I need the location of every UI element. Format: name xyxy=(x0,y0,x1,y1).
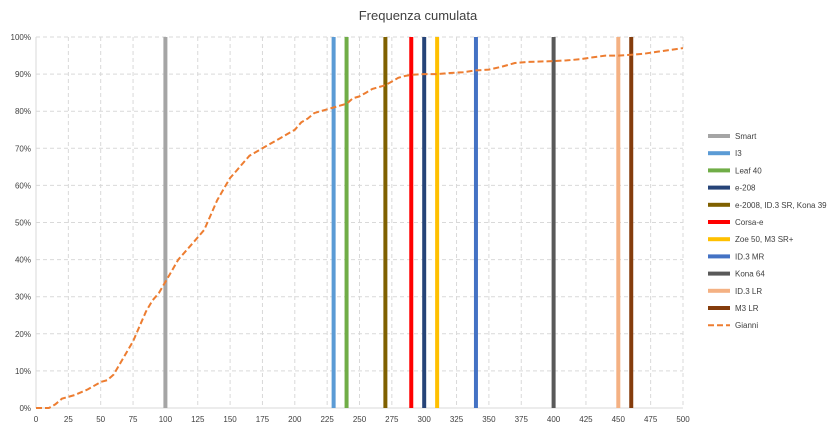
x-tick-label: 500 xyxy=(676,415,690,424)
y-tick-label: 50% xyxy=(15,219,31,228)
legend-swatch-4 xyxy=(708,202,730,207)
x-tick-label: 250 xyxy=(353,415,367,424)
y-tick-label: 90% xyxy=(15,70,31,79)
legend-swatch-10 xyxy=(708,306,730,310)
x-tick-label: 125 xyxy=(191,415,205,424)
legend-swatch-5 xyxy=(708,220,730,224)
x-tick-label: 275 xyxy=(385,415,399,424)
chart-title: Frequenza cumulata xyxy=(359,8,478,23)
x-tick-label: 175 xyxy=(256,415,270,424)
legend-label-1: I3 xyxy=(735,149,742,158)
legend-swatch-8 xyxy=(708,271,730,276)
legend-label-10: M3 LR xyxy=(735,304,759,313)
x-tick-label: 300 xyxy=(418,415,432,424)
legend-swatch-3 xyxy=(708,185,730,190)
x-tick-label: 325 xyxy=(450,415,464,424)
legend: Smart I3 Leaf 40 e-208 e-2008, ID.3 SR, Kona… xyxy=(708,132,827,330)
y-tick-label: 30% xyxy=(15,293,31,302)
x-axis-tick-labels: 0 25 50 75 100 125 150 175 200 225 250 275 300 325 350… xyxy=(34,415,690,424)
x-tick-label: 25 xyxy=(64,415,73,424)
grid xyxy=(35,36,684,409)
x-tick-label: 425 xyxy=(579,415,593,424)
x-tick-label: 375 xyxy=(515,415,529,424)
legend-label-5: Corsa-e xyxy=(735,218,764,227)
legend-swatch-2 xyxy=(708,168,730,173)
x-tick-label: 225 xyxy=(320,415,334,424)
y-tick-label: 0% xyxy=(19,404,31,413)
x-tick-label: 0 xyxy=(34,415,39,424)
x-tick-label: 150 xyxy=(223,415,237,424)
x-tick-label: 75 xyxy=(129,415,138,424)
x-tick-label: 475 xyxy=(644,415,658,424)
legend-label-7: ID.3 MR xyxy=(735,252,765,261)
legend-label-4: e-2008, ID.3 SR, Kona 39 xyxy=(735,201,827,210)
y-tick-label: 70% xyxy=(15,144,31,153)
legend-swatch-6 xyxy=(708,237,730,242)
legend-label-2: Leaf 40 xyxy=(735,166,762,175)
x-tick-label: 400 xyxy=(547,415,561,424)
y-tick-label: 20% xyxy=(15,330,31,339)
x-tick-label: 450 xyxy=(612,415,626,424)
legend-swatch-0 xyxy=(708,134,730,138)
y-tick-label: 10% xyxy=(15,367,31,376)
legend-label-6: Zoe 50, M3 SR+ xyxy=(735,235,794,244)
x-tick-label: 100 xyxy=(159,415,173,424)
legend-label-gianni: Gianni xyxy=(735,321,758,330)
x-tick-label: 50 xyxy=(96,415,105,424)
legend-label-8: Kona 64 xyxy=(735,270,765,279)
y-tick-label: 40% xyxy=(15,256,31,265)
series-line-gianni xyxy=(36,47,684,409)
y-axis-tick-labels: 0% 10% 20% 30% 40% 50% 60% 70% 80% 90% 100% xyxy=(11,33,31,413)
x-tick-label: 350 xyxy=(482,415,496,424)
legend-label-3: e-208 xyxy=(735,184,756,193)
legend-label-9: ID.3 LR xyxy=(735,287,762,296)
legend-swatch-7 xyxy=(708,254,730,259)
y-tick-label: 60% xyxy=(15,181,31,190)
legend-label-0: Smart xyxy=(735,132,757,141)
vertical-reference-lines xyxy=(163,37,634,408)
y-tick-label: 100% xyxy=(11,33,31,42)
y-tick-label: 80% xyxy=(15,107,31,116)
legend-swatch-9 xyxy=(708,288,730,293)
x-tick-label: 200 xyxy=(288,415,302,424)
legend-swatch-1 xyxy=(708,151,730,156)
